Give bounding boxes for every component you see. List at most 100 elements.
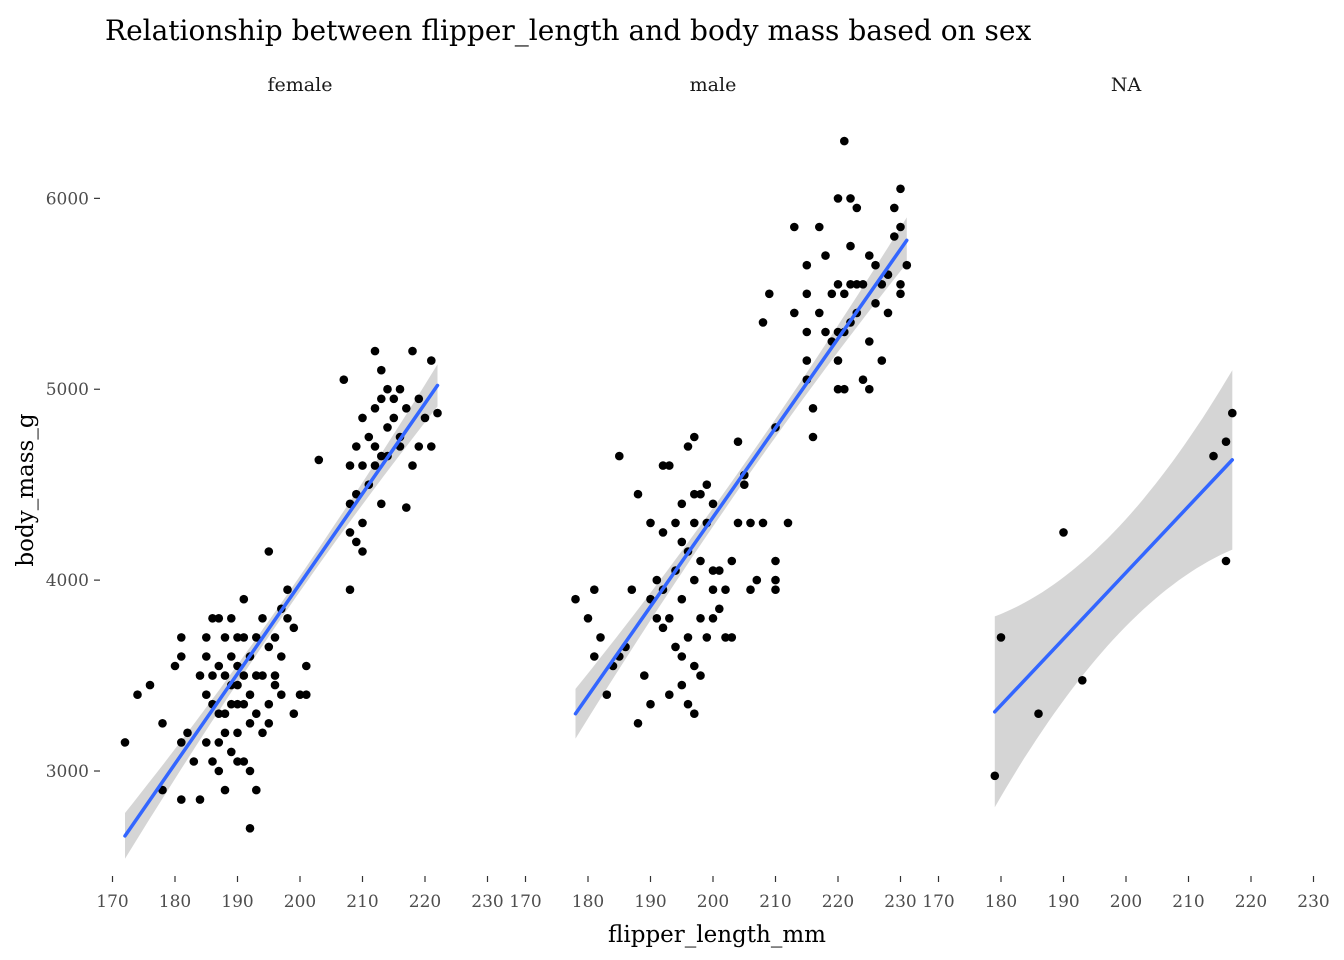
data-point: [383, 423, 392, 432]
data-point: [690, 661, 699, 671]
data-point: [251, 785, 261, 795]
data-point: [696, 556, 705, 566]
data-point: [727, 556, 737, 566]
data-point: [858, 375, 868, 385]
data-point: [771, 556, 780, 566]
data-point: [658, 528, 668, 537]
data-point: [696, 614, 705, 623]
data-point: [990, 771, 1000, 781]
data-point: [427, 442, 436, 451]
data-point: [846, 241, 855, 251]
data-point: [408, 461, 417, 470]
data-point: [270, 671, 280, 680]
data-point: [214, 661, 224, 671]
data-point: [677, 537, 687, 547]
x-tick-label: 180: [572, 892, 604, 912]
data-point: [583, 614, 593, 623]
data-point: [345, 585, 355, 594]
data-point: [602, 690, 612, 699]
data-point: [683, 442, 693, 451]
data-point: [239, 594, 249, 604]
data-point: [646, 518, 655, 528]
data-point: [402, 404, 411, 413]
data-point: [214, 738, 224, 747]
data-point: [233, 699, 242, 709]
data-point: [840, 289, 849, 299]
data-point: [846, 194, 855, 203]
data-point: [220, 709, 230, 718]
data-point: [640, 671, 649, 680]
data-point: [433, 408, 442, 418]
data-point: [802, 327, 812, 337]
x-tick-label: 190: [221, 892, 253, 912]
data-point: [251, 671, 261, 680]
data-point: [414, 442, 424, 451]
data-point: [377, 499, 386, 509]
data-point: [721, 633, 730, 642]
data-point: [239, 757, 249, 766]
data-point: [264, 719, 274, 728]
data-point: [377, 365, 386, 375]
data-point: [790, 222, 799, 232]
chart-title: Relationship between flipper_length and …: [105, 14, 1031, 47]
x-tick-label: 210: [346, 892, 378, 912]
data-point: [389, 413, 399, 423]
data-point: [783, 518, 793, 528]
data-point: [389, 394, 399, 404]
data-point: [245, 766, 255, 776]
data-point: [846, 280, 855, 289]
facet-panel-female: female 170 180 190 200 210 220 230: [96, 74, 503, 912]
data-point: [302, 690, 311, 699]
data-point: [233, 633, 242, 642]
data-point: [733, 437, 743, 447]
regression-line: [993, 458, 1234, 714]
data-point: [671, 518, 680, 528]
data-point: [370, 346, 380, 356]
data-point: [677, 680, 687, 690]
data-point: [858, 280, 868, 289]
data-point: [233, 757, 242, 766]
data-point: [233, 728, 242, 738]
data-point: [1034, 709, 1043, 718]
x-tick-label: 180: [159, 892, 191, 912]
data-point: [295, 690, 305, 699]
data-point: [652, 614, 662, 623]
y-axis-title: body_mass_g: [13, 413, 39, 566]
data-point: [771, 575, 780, 585]
data-point: [314, 455, 324, 465]
data-point: [358, 461, 367, 470]
data-point: [245, 719, 255, 728]
data-point: [571, 594, 580, 604]
data-point: [208, 671, 217, 680]
x-tick-label: 190: [1047, 892, 1079, 912]
data-point: [270, 680, 280, 690]
facet-panel-male: male 170 180 190 200 210 220 230: [509, 74, 916, 912]
y-tick-label: 3000: [46, 762, 89, 782]
x-tick-label: 190: [634, 892, 666, 912]
data-point: [177, 633, 186, 642]
data-point: [808, 432, 818, 442]
x-axis-title: flipper_length_mm: [608, 922, 826, 948]
data-point: [202, 690, 211, 699]
data-point: [345, 461, 355, 470]
data-point: [208, 757, 217, 766]
data-point: [871, 260, 880, 270]
data-point: [758, 518, 768, 528]
data-point: [815, 308, 824, 318]
data-point: [245, 824, 255, 833]
data-point: [289, 709, 299, 718]
data-point: [708, 499, 718, 509]
data-point: [696, 671, 705, 680]
data-point: [883, 308, 893, 318]
data-point: [896, 184, 905, 194]
data-point: [615, 451, 624, 461]
data-point: [708, 585, 718, 594]
x-tick-label: 220: [822, 892, 854, 912]
y-axis: 3000 4000 5000 6000: [46, 189, 100, 782]
data-point: [746, 585, 755, 594]
data-point: [1059, 528, 1068, 537]
facet-panels: female 170 180 190 200 210 220 230 male 170 180 190…: [96, 74, 1329, 912]
data-point: [370, 461, 380, 470]
x-tick-label: 200: [1110, 892, 1142, 912]
data-point: [690, 518, 699, 528]
